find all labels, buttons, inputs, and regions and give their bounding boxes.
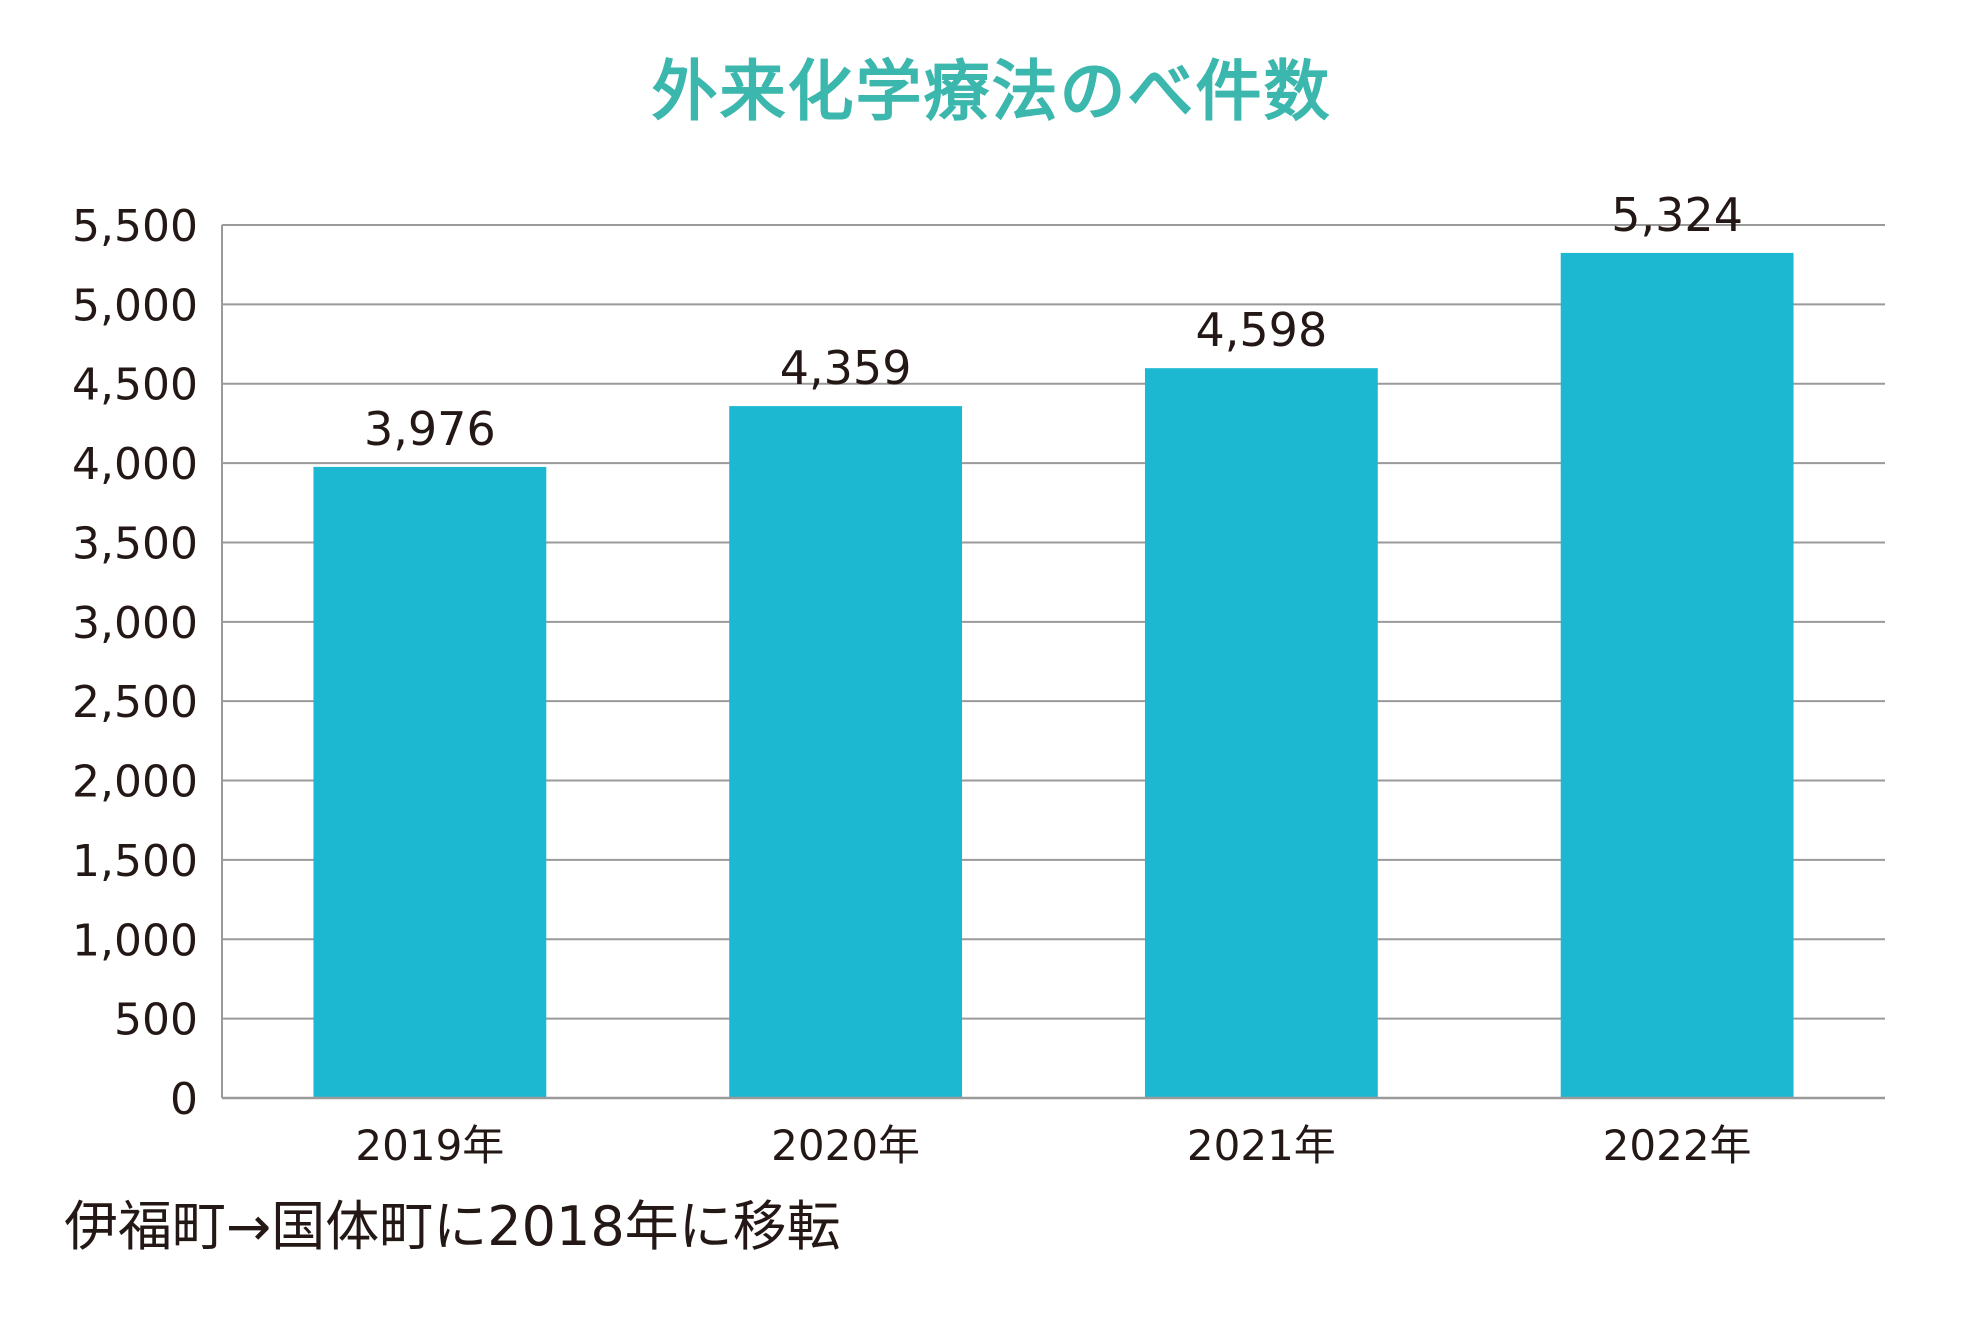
y-tick-label: 4,000 [72,439,198,490]
x-tick-label: 2022年 [1603,1121,1752,1170]
x-tick-label: 2019年 [355,1121,504,1170]
value-labels: 3,976 4,359 4,598 5,324 [364,188,1743,456]
y-tick-label: 2,000 [72,757,198,808]
data-label: 5,324 [1611,188,1743,242]
data-label: 4,598 [1196,303,1328,357]
y-tick-label: 3,000 [72,598,198,649]
bar [729,406,963,1099]
y-tick-label: 0 [170,1074,198,1125]
y-tick-label: 3,500 [72,518,198,569]
x-axis-category-labels: 2019年 2020年 2021年 2022年 [355,1121,1751,1170]
bar [1144,368,1378,1098]
chart-title: 外来化学療法のべ件数 [651,53,1332,130]
y-tick-label: 5,000 [72,280,198,331]
y-tick-label: 1,500 [72,836,198,887]
axes [221,225,1885,1100]
y-tick-label: 5,500 [72,201,198,252]
data-label: 3,976 [364,402,496,456]
bars [313,252,1794,1099]
y-tick-label: 1,000 [72,915,198,966]
bar [313,466,547,1098]
y-tick-label: 500 [114,995,198,1046]
footnote: 伊福町→国体町に2018年に移転 [64,1195,841,1258]
bar [1560,252,1794,1098]
x-tick-label: 2020年 [771,1121,920,1170]
y-tick-label: 4,500 [72,360,198,411]
y-axis-tick-labels: 0 500 1,000 1,500 2,000 2,500 3,000 3,500 4,000 4… [72,201,198,1125]
y-tick-label: 2,500 [72,677,198,728]
data-label: 4,359 [780,341,912,395]
x-tick-label: 2021年 [1187,1121,1336,1170]
